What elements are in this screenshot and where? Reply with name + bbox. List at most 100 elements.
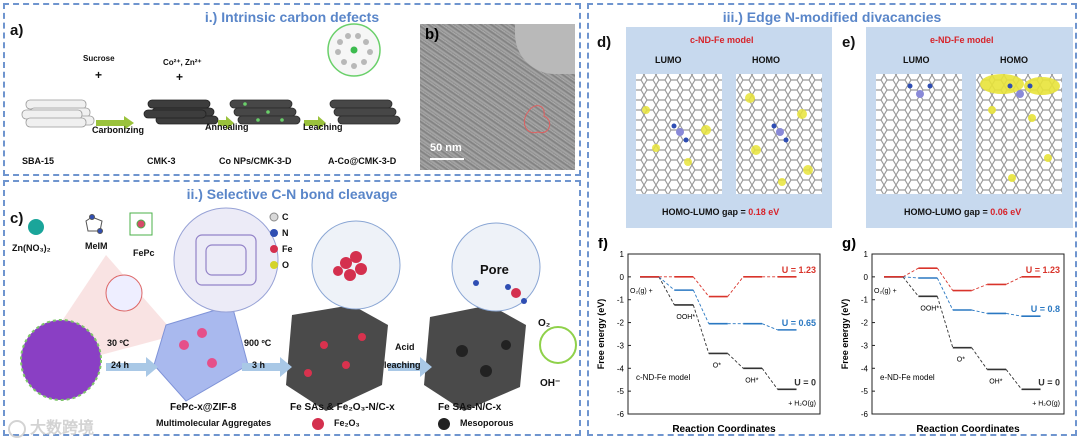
condition-time-2: 3 h (252, 360, 266, 370)
acid-label: Acid (395, 342, 415, 352)
y-tick-label: 1 (864, 250, 869, 259)
tem-lighter-region (515, 24, 575, 74)
free-energy-chart-f: 1 0 -1 -2 -3 -4 -5 -6 f) Free energy (eV) Reaction… (596, 238, 821, 435)
y-tick-label: -6 (617, 410, 625, 419)
energy-connector (936, 267, 954, 291)
y-tick-label: -1 (861, 296, 869, 305)
leaching-label: leaching (384, 360, 421, 370)
series-label: U = 1.23 (1026, 265, 1060, 275)
step-label-o: O* (957, 357, 965, 364)
condition-time-1: 24 h (111, 360, 130, 370)
legend-atoms (269, 212, 279, 269)
model-label: c-ND-Fe model (636, 373, 690, 382)
orr-cycle-icon (539, 326, 577, 364)
step-label-h2o: + H₂O(g) (1032, 400, 1060, 407)
panel-label-e: e) (842, 34, 856, 51)
step-label-oh: OH* (745, 377, 759, 384)
watermark-text: 大数跨境 (30, 420, 95, 437)
step-label-oh: OH* (989, 378, 1003, 385)
y-tick-label: -3 (861, 341, 869, 350)
energy-connector (902, 276, 919, 297)
step-label-o2: O₂(g) + (874, 288, 897, 295)
y-axis-label: Free energy (eV) (840, 299, 850, 370)
material-cmk3: CMK-3 (147, 156, 176, 166)
plus-sign-2: + (176, 70, 184, 84)
gap-value-e: 0.06 eV (990, 207, 1022, 217)
series-label: U = 1.23 (782, 265, 816, 275)
y-tick-label: -3 (617, 341, 625, 350)
step-label-o2: O₂(g) + (630, 288, 653, 295)
melm-molecule-icon (85, 214, 103, 234)
sba15-illustration (21, 99, 95, 128)
a-co-cmk3-illustration (329, 99, 401, 125)
co-cmk3-illustration (229, 99, 301, 125)
series-label: U = 0 (794, 377, 816, 387)
model-title-d: c-ND-Fe model (690, 35, 754, 45)
energy-connector (971, 283, 988, 291)
orbital-structures-e (876, 74, 1062, 194)
y-tick-label: 0 (864, 273, 869, 282)
energy-connector (727, 276, 744, 297)
product-fe-sas-fe2o3: Fe SAs & Fe₂O₃-N/C-x (290, 402, 395, 413)
material-sba15: SBA-15 (22, 156, 55, 166)
legend-fe: Fe (282, 244, 293, 254)
fepc-molecule-icon (129, 212, 153, 236)
watermark: 大数跨境 (8, 414, 94, 438)
step-carbonizing: Carbonizing (92, 125, 144, 135)
step-label-o: O* (713, 362, 721, 369)
product-fe-sas: Fe SAs-N/C-x (438, 402, 502, 413)
orbital-structures-d (636, 74, 822, 194)
plus-sign: + (95, 68, 103, 82)
y-tick-label: -4 (861, 364, 869, 373)
gap-label-d: HOMO-LUMO gap = 0.18 eV (662, 207, 779, 217)
fepc-label: FePc (133, 248, 155, 258)
fe2o3-legend-label: Fe₂O₃ (334, 418, 360, 428)
mesoporous-legend-icon (438, 418, 450, 430)
series-label: U = 0 (1038, 377, 1060, 387)
condition-arrows (106, 357, 432, 377)
oh-label: OH⁻ (540, 378, 561, 389)
fe2o3-cluster-zoom (311, 220, 401, 310)
step-label-h2o: + H₂O(g) (788, 400, 816, 407)
gap-label-e: HOMO-LUMO gap = 0.06 eV (904, 207, 1021, 217)
section-title: iii.) Edge N-modified divacancies (722, 9, 942, 25)
step-label-ooh: OOH* (920, 305, 939, 312)
mesoporous-legend-label: Mesoporous (460, 418, 514, 428)
y-tick-label: 0 (620, 273, 625, 282)
defect-outline (523, 105, 551, 134)
melm-label: MeIM (85, 241, 108, 251)
zn-label: Zn(NO₃)₂ (12, 243, 51, 253)
legend-c: C (282, 212, 289, 222)
energy-connector (727, 353, 744, 369)
fe-sas-fe2o3-particle (286, 305, 388, 411)
legend-o: O (282, 260, 290, 270)
product-fepc-zif8: FePc-x@ZIF-8 (170, 402, 237, 413)
panel-label-b: b) (425, 26, 440, 43)
synthesis-scheme (21, 99, 401, 130)
y-tick-label: -5 (861, 387, 869, 396)
pore-label: Pore (480, 262, 509, 277)
material-co-cmk3: Co NPs/CMK-3-D (219, 156, 292, 166)
y-tick-label: 1 (620, 250, 625, 259)
zoom-atomic-circle (327, 23, 381, 77)
energy-connector (692, 304, 710, 354)
energy-connector (1005, 276, 1022, 285)
energy-connector (1005, 369, 1022, 390)
panel-label-c: c) (10, 210, 24, 227)
fe-sas-particle (424, 305, 526, 411)
section-edge-divacancies: iii.) Edge N-modified divacancies (587, 3, 1077, 436)
energy-connector (692, 289, 710, 324)
energy-connector (658, 276, 675, 306)
section-title: i.) Intrinsic carbon defects (204, 9, 380, 25)
step-label-ooh: OOH* (676, 314, 695, 321)
section-title: ii.) Selective C-N bond cleavage (186, 186, 398, 202)
process-arrows (96, 116, 326, 130)
energy-connector (658, 276, 675, 291)
lumo-label-d: LUMO (655, 55, 682, 65)
tem-image: 50 nm (420, 24, 575, 170)
metal-ions-label: Co²⁺, Zn²⁺ (163, 58, 202, 67)
energy-connector (902, 276, 919, 279)
series-label: U = 0.8 (1031, 304, 1060, 314)
panel-label-d: d) (597, 34, 612, 51)
panel-label: g) (842, 238, 856, 252)
